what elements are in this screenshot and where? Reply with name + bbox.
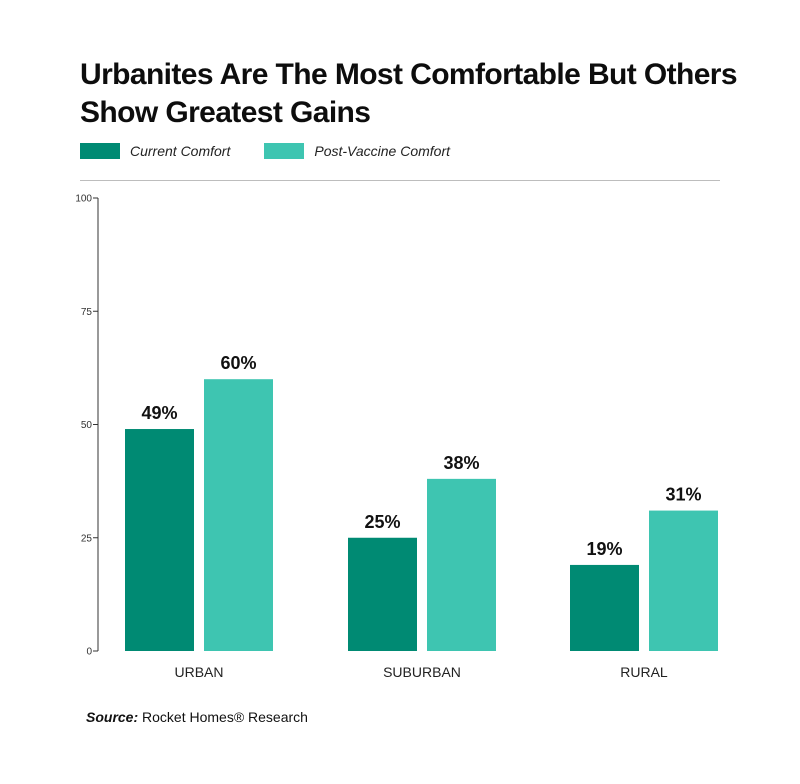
x-category-label: RURAL [620, 664, 668, 680]
y-tick-label: 0 [86, 647, 92, 658]
bar-chart: 0 25 50 75 100 49% 60% URBAN 25% 38% SUBURBAN 19% 31… [75, 194, 718, 680]
legend-label-current: Current Comfort [130, 143, 231, 159]
data-label: 38% [443, 453, 479, 473]
source-note: Source: Rocket Homes® Research [86, 709, 308, 725]
bar [427, 478, 496, 651]
data-label: 25% [364, 512, 400, 532]
legend-item-post-vaccine: Post-Vaccine Comfort [264, 143, 450, 159]
legend-swatch-post-vaccine [264, 143, 305, 159]
bar [649, 510, 718, 651]
x-category-label: SUBURBAN [383, 664, 461, 680]
data-label: 49% [141, 403, 177, 423]
header-divider [80, 180, 720, 181]
y-tick-label: 75 [81, 307, 93, 318]
legend: Current Comfort Post-Vaccine Comfort [80, 142, 484, 160]
bar [570, 564, 639, 651]
legend-item-current: Current Comfort [80, 143, 230, 159]
y-tick-label: 25 [81, 533, 93, 544]
bar [348, 537, 417, 651]
bar [125, 429, 194, 651]
data-label: 31% [665, 485, 701, 505]
x-category-label: URBAN [174, 664, 223, 680]
source-text: Rocket Homes® Research [142, 709, 308, 725]
chart-title: Urbanites Are The Most Comfortable But O… [80, 58, 738, 129]
data-label: 19% [586, 539, 622, 559]
bar [204, 379, 273, 651]
data-label: 60% [220, 353, 256, 373]
source-prefix: Source: [86, 709, 139, 725]
legend-swatch-current [80, 143, 120, 159]
y-tick-label: 100 [75, 194, 92, 205]
legend-label-post-vaccine: Post-Vaccine Comfort [314, 143, 450, 159]
y-tick-label: 50 [81, 420, 93, 431]
